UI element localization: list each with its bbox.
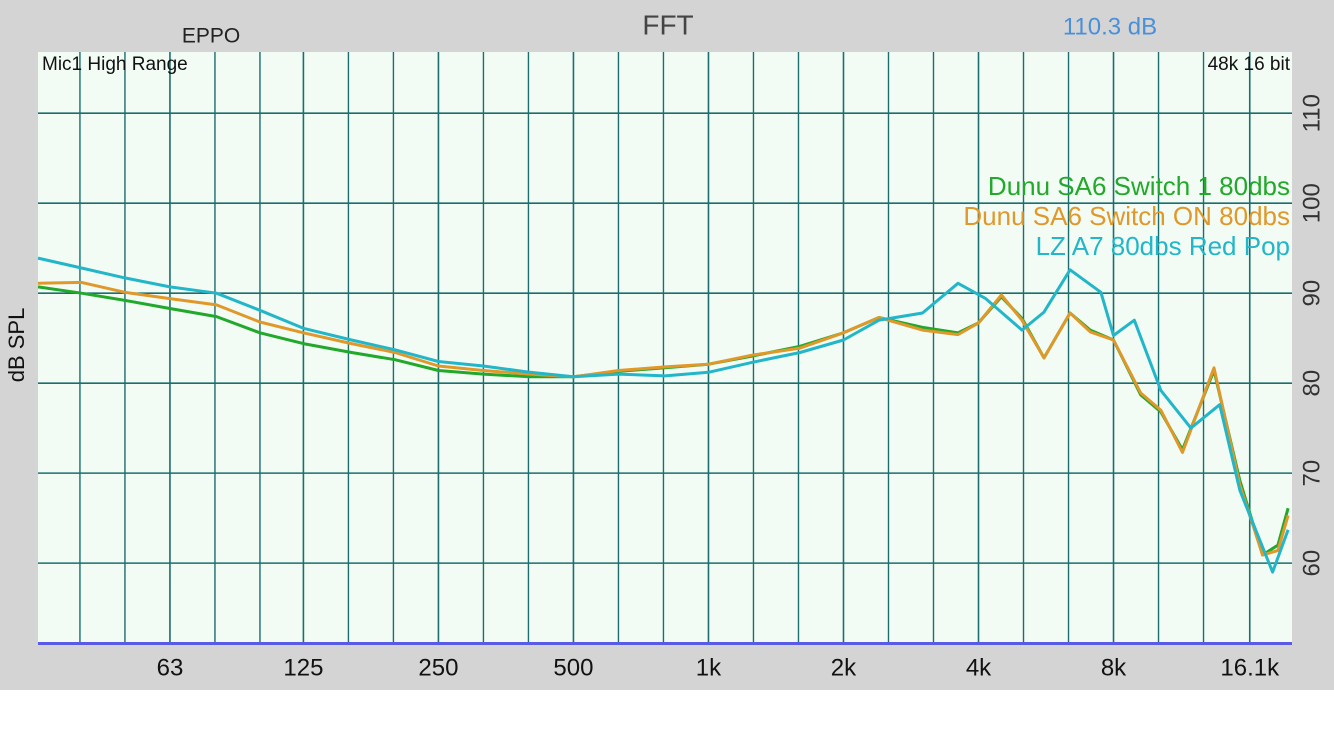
grid <box>38 52 1292 645</box>
y-tick-label: 90 <box>1298 280 1325 307</box>
series-line <box>37 256 1290 574</box>
legend-entry: LZ A7 80dbs Red Pop <box>1036 231 1290 261</box>
x-tick-label: 4k <box>966 654 992 681</box>
legend-entry: Dunu SA6 Switch ON 80dbs <box>963 201 1290 231</box>
y-tick-label: 100 <box>1298 183 1325 223</box>
y-tick-label: 70 <box>1298 460 1325 487</box>
level-readout: 110.3 dB <box>1063 13 1157 40</box>
x-tick-label: 2k <box>831 654 857 681</box>
x-tick-label: 63 <box>157 654 184 681</box>
x-tick-label: 125 <box>283 654 323 681</box>
legend-entry: Dunu SA6 Switch 1 80dbs <box>988 171 1290 201</box>
y-axis-title: dB SPL <box>4 308 29 383</box>
series-line <box>37 280 1290 557</box>
format-label: 48k 16 bit <box>1208 54 1291 75</box>
device-name: EPPO <box>182 25 240 48</box>
chart-title: FFT <box>642 9 693 40</box>
input-label: Mic1 High Range <box>42 54 188 75</box>
x-tick-label: 250 <box>418 654 458 681</box>
x-tick-label: 8k <box>1101 654 1127 681</box>
labels: 63 125 250 500 1k 2k 4k 8k 16.1k 60 70 80 90 100 110 Du… <box>157 94 1326 681</box>
y-tick-label: 110 <box>1298 94 1325 132</box>
series-lines <box>37 256 1290 574</box>
x-tick-label: 500 <box>553 654 593 681</box>
x-tick-label: 1k <box>696 654 722 681</box>
x-tick-label: 16.1k <box>1220 654 1280 681</box>
y-tick-label: 60 <box>1298 550 1325 577</box>
y-tick-label: 80 <box>1298 370 1325 397</box>
plot-area <box>38 52 1292 645</box>
